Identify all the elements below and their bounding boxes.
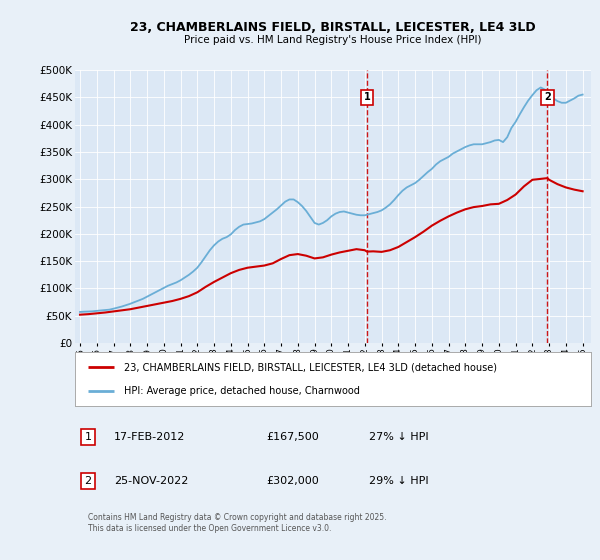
Text: Contains HM Land Registry data © Crown copyright and database right 2025.
This d: Contains HM Land Registry data © Crown c…: [88, 514, 386, 533]
Text: 29% ↓ HPI: 29% ↓ HPI: [369, 476, 429, 486]
Text: 23, CHAMBERLAINS FIELD, BIRSTALL, LEICESTER, LE4 3LD: 23, CHAMBERLAINS FIELD, BIRSTALL, LEICES…: [130, 21, 536, 34]
Text: 25-NOV-2022: 25-NOV-2022: [114, 476, 188, 486]
Text: Price paid vs. HM Land Registry's House Price Index (HPI): Price paid vs. HM Land Registry's House …: [184, 35, 482, 45]
Text: 2: 2: [85, 476, 91, 486]
Text: 1: 1: [364, 92, 370, 102]
Text: 27% ↓ HPI: 27% ↓ HPI: [369, 432, 429, 442]
Text: 17-FEB-2012: 17-FEB-2012: [114, 432, 185, 442]
Text: £167,500: £167,500: [266, 432, 319, 442]
Text: 1: 1: [85, 432, 91, 442]
Text: HPI: Average price, detached house, Charnwood: HPI: Average price, detached house, Char…: [124, 386, 360, 396]
Text: 23, CHAMBERLAINS FIELD, BIRSTALL, LEICESTER, LE4 3LD (detached house): 23, CHAMBERLAINS FIELD, BIRSTALL, LEICES…: [124, 362, 497, 372]
Text: £302,000: £302,000: [266, 476, 319, 486]
Text: 2: 2: [544, 92, 551, 102]
